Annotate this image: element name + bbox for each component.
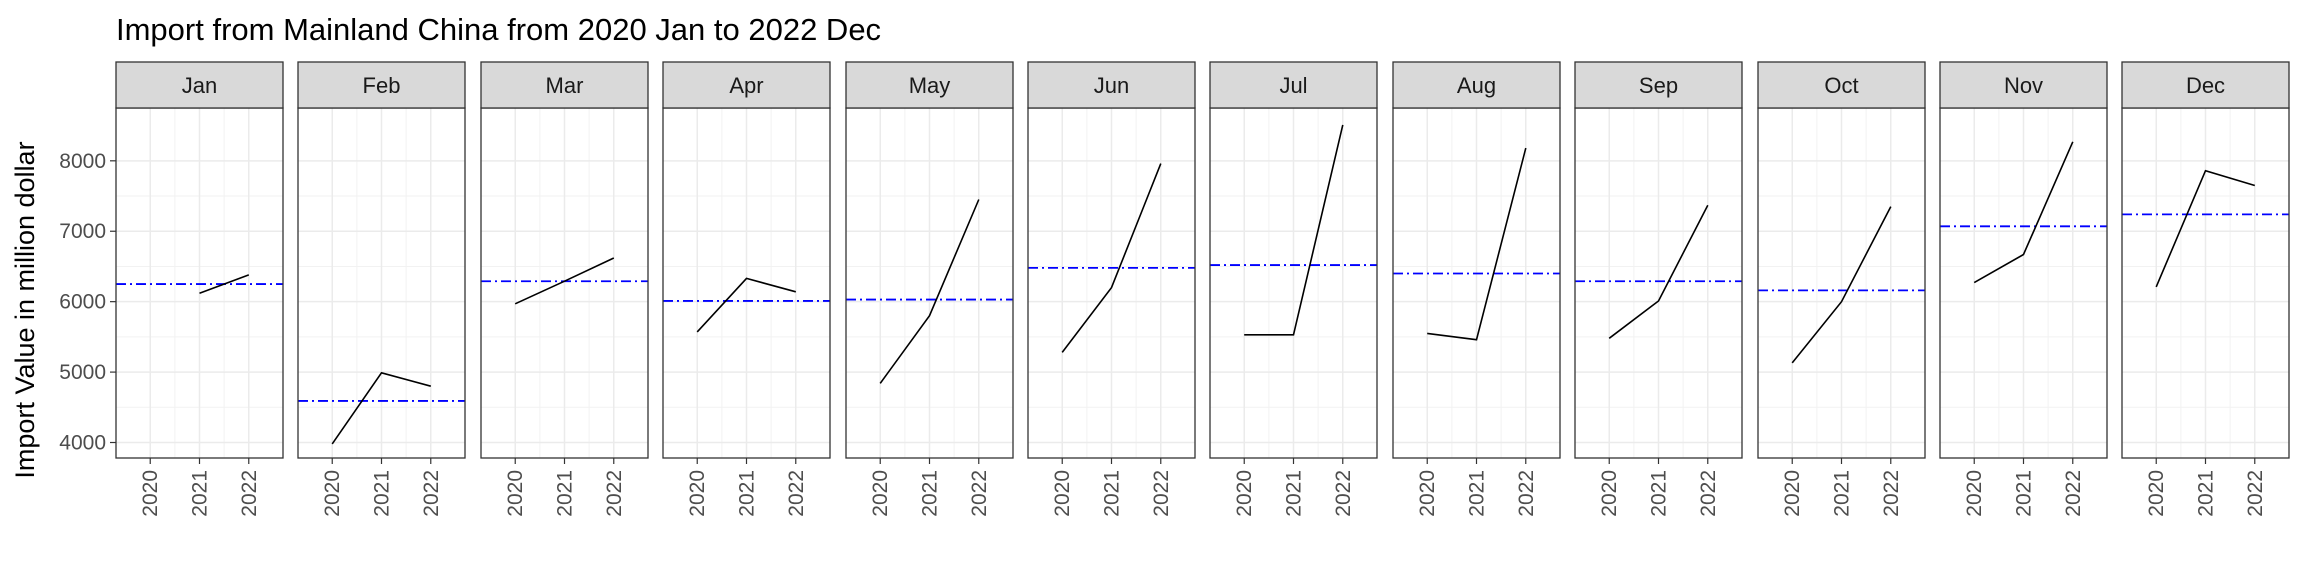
y-tick-label: 5000	[59, 361, 106, 384]
x-tick-label: 2021	[189, 470, 212, 517]
series-line-nov	[1973, 141, 2074, 284]
x-tick-label: 2021	[736, 470, 759, 517]
x-tick-label: 2022	[420, 470, 443, 517]
x-tick-label: 2022	[2062, 470, 2085, 517]
series-line-aug	[1427, 147, 1527, 341]
facet-panel-feb: 2020 2021 2022 Feb	[297, 61, 466, 517]
facet-strip	[297, 61, 466, 109]
series-line-may	[879, 199, 980, 384]
x-tick-label: 2020	[2145, 470, 2168, 517]
x-tick-label: 2020	[139, 470, 162, 517]
x-tick-label: 2021	[919, 470, 942, 517]
facet-strip	[480, 61, 649, 109]
x-tick-label: 2021	[1101, 470, 1124, 517]
series-line-jan	[199, 274, 250, 294]
facet-panel-oct: 2020 2021 2022 Oct	[1757, 61, 1926, 517]
series-line-oct	[1791, 206, 1892, 364]
x-tick-label: 2022	[785, 470, 808, 517]
x-tick-label: 2022	[968, 470, 991, 517]
facet-strip	[1209, 61, 1378, 109]
series-line-jul	[1244, 124, 1344, 336]
facet-strip-label: Mar	[546, 73, 584, 98]
x-tick-label: 2022	[1880, 470, 1903, 517]
x-tick-label: 2022	[1332, 470, 1355, 517]
x-tick-label: 2020	[686, 470, 709, 517]
facet-panel-sep: 2020 2021 2022 Sep	[1574, 61, 1743, 517]
facet-strip	[845, 61, 1014, 109]
facet-strip-label: May	[909, 73, 951, 98]
facet-panel-apr: 2020 2021 2022 Apr	[662, 61, 831, 517]
facet-strip	[115, 61, 284, 109]
x-tick-label: 2022	[1150, 470, 1173, 517]
x-tick-label: 2022	[603, 470, 626, 517]
facet-strip	[1574, 61, 1743, 109]
x-tick-label: 2022	[1515, 470, 1538, 517]
facet-strip-label: Nov	[2004, 73, 2043, 98]
facet-strip-label: Oct	[1824, 73, 1858, 98]
x-tick-label: 2020	[869, 470, 892, 517]
series-line-sep	[1608, 204, 1709, 339]
y-tick-label: 4000	[59, 432, 106, 455]
facet-strip	[1392, 61, 1561, 109]
chart-title: Import from Mainland China from 2020 Jan…	[116, 12, 881, 47]
facet-strip-label: Jan	[182, 73, 217, 98]
facet-strip-label: Sep	[1639, 73, 1678, 98]
x-tick-label: 2021	[371, 470, 394, 517]
x-tick-label: 2020	[504, 470, 527, 517]
facet-panel-nov: 2020 2021 2022 Nov	[1939, 61, 2108, 517]
facet-panel-dec: 2020 2021 2022 Dec	[2121, 61, 2290, 517]
x-tick-label: 2020	[1233, 470, 1256, 517]
x-tick-label: 2020	[1416, 470, 1439, 517]
x-tick-label: 2021	[1648, 470, 1671, 517]
y-tick-label: 8000	[59, 150, 106, 173]
x-tick-label: 2020	[1963, 470, 1986, 517]
y-axis-label: Import Value in million dollar	[10, 141, 40, 478]
facet-strip	[1027, 61, 1196, 109]
facet-panel-mar: 2020 2021 2022 Mar	[480, 61, 649, 517]
x-tick-label: 2020	[1051, 470, 1074, 517]
facet-strip	[2121, 61, 2290, 109]
facet-panel-jun: 2020 2021 2022 Jun	[1027, 61, 1196, 517]
x-tick-label: 2021	[2195, 470, 2218, 517]
facet-strip	[662, 61, 831, 109]
facet-panel-jan: 2020 2021 2022 Jan	[115, 61, 284, 517]
series-line-dec	[2155, 169, 2256, 288]
facet-strip-label: Feb	[363, 73, 401, 98]
series-line-mar	[514, 257, 615, 305]
x-tick-label: 2022	[238, 470, 261, 517]
facet-panel-jul: 2020 2021 2022 Jul	[1209, 61, 1378, 517]
x-tick-label: 2020	[1781, 470, 1804, 517]
series-line-feb	[331, 371, 432, 445]
x-tick-label: 2021	[1283, 470, 1306, 517]
x-tick-label: 2022	[2244, 470, 2267, 517]
y-tick-label: 6000	[59, 291, 106, 314]
series-line-apr	[696, 277, 797, 333]
x-tick-label: 2021	[554, 470, 577, 517]
x-tick-label: 2021	[1466, 470, 1489, 517]
y-tick-labels: 4000 5000 6000 7000 8000	[59, 150, 116, 455]
facet-strip-label: Dec	[2186, 73, 2225, 98]
facet-strip	[1939, 61, 2108, 109]
facet-panel-aug: 2020 2021 2022 Aug	[1392, 61, 1561, 517]
x-tick-label: 2020	[321, 470, 344, 517]
x-tick-label: 2021	[1831, 470, 1854, 517]
facet-panel-may: 2020 2021 2022 May	[845, 61, 1014, 517]
facet-strip-label: Apr	[729, 73, 763, 98]
facet-strip	[1757, 61, 1926, 109]
x-tick-label: 2022	[1697, 470, 1720, 517]
x-tick-label: 2021	[2013, 470, 2036, 517]
x-tick-label: 2020	[1598, 470, 1621, 517]
facet-strip-label: Jun	[1094, 73, 1129, 98]
facet-strip-label: Aug	[1457, 73, 1496, 98]
y-tick-label: 7000	[59, 220, 106, 243]
facet-strip-label: Jul	[1279, 73, 1307, 98]
series-line-jun	[1061, 163, 1162, 353]
